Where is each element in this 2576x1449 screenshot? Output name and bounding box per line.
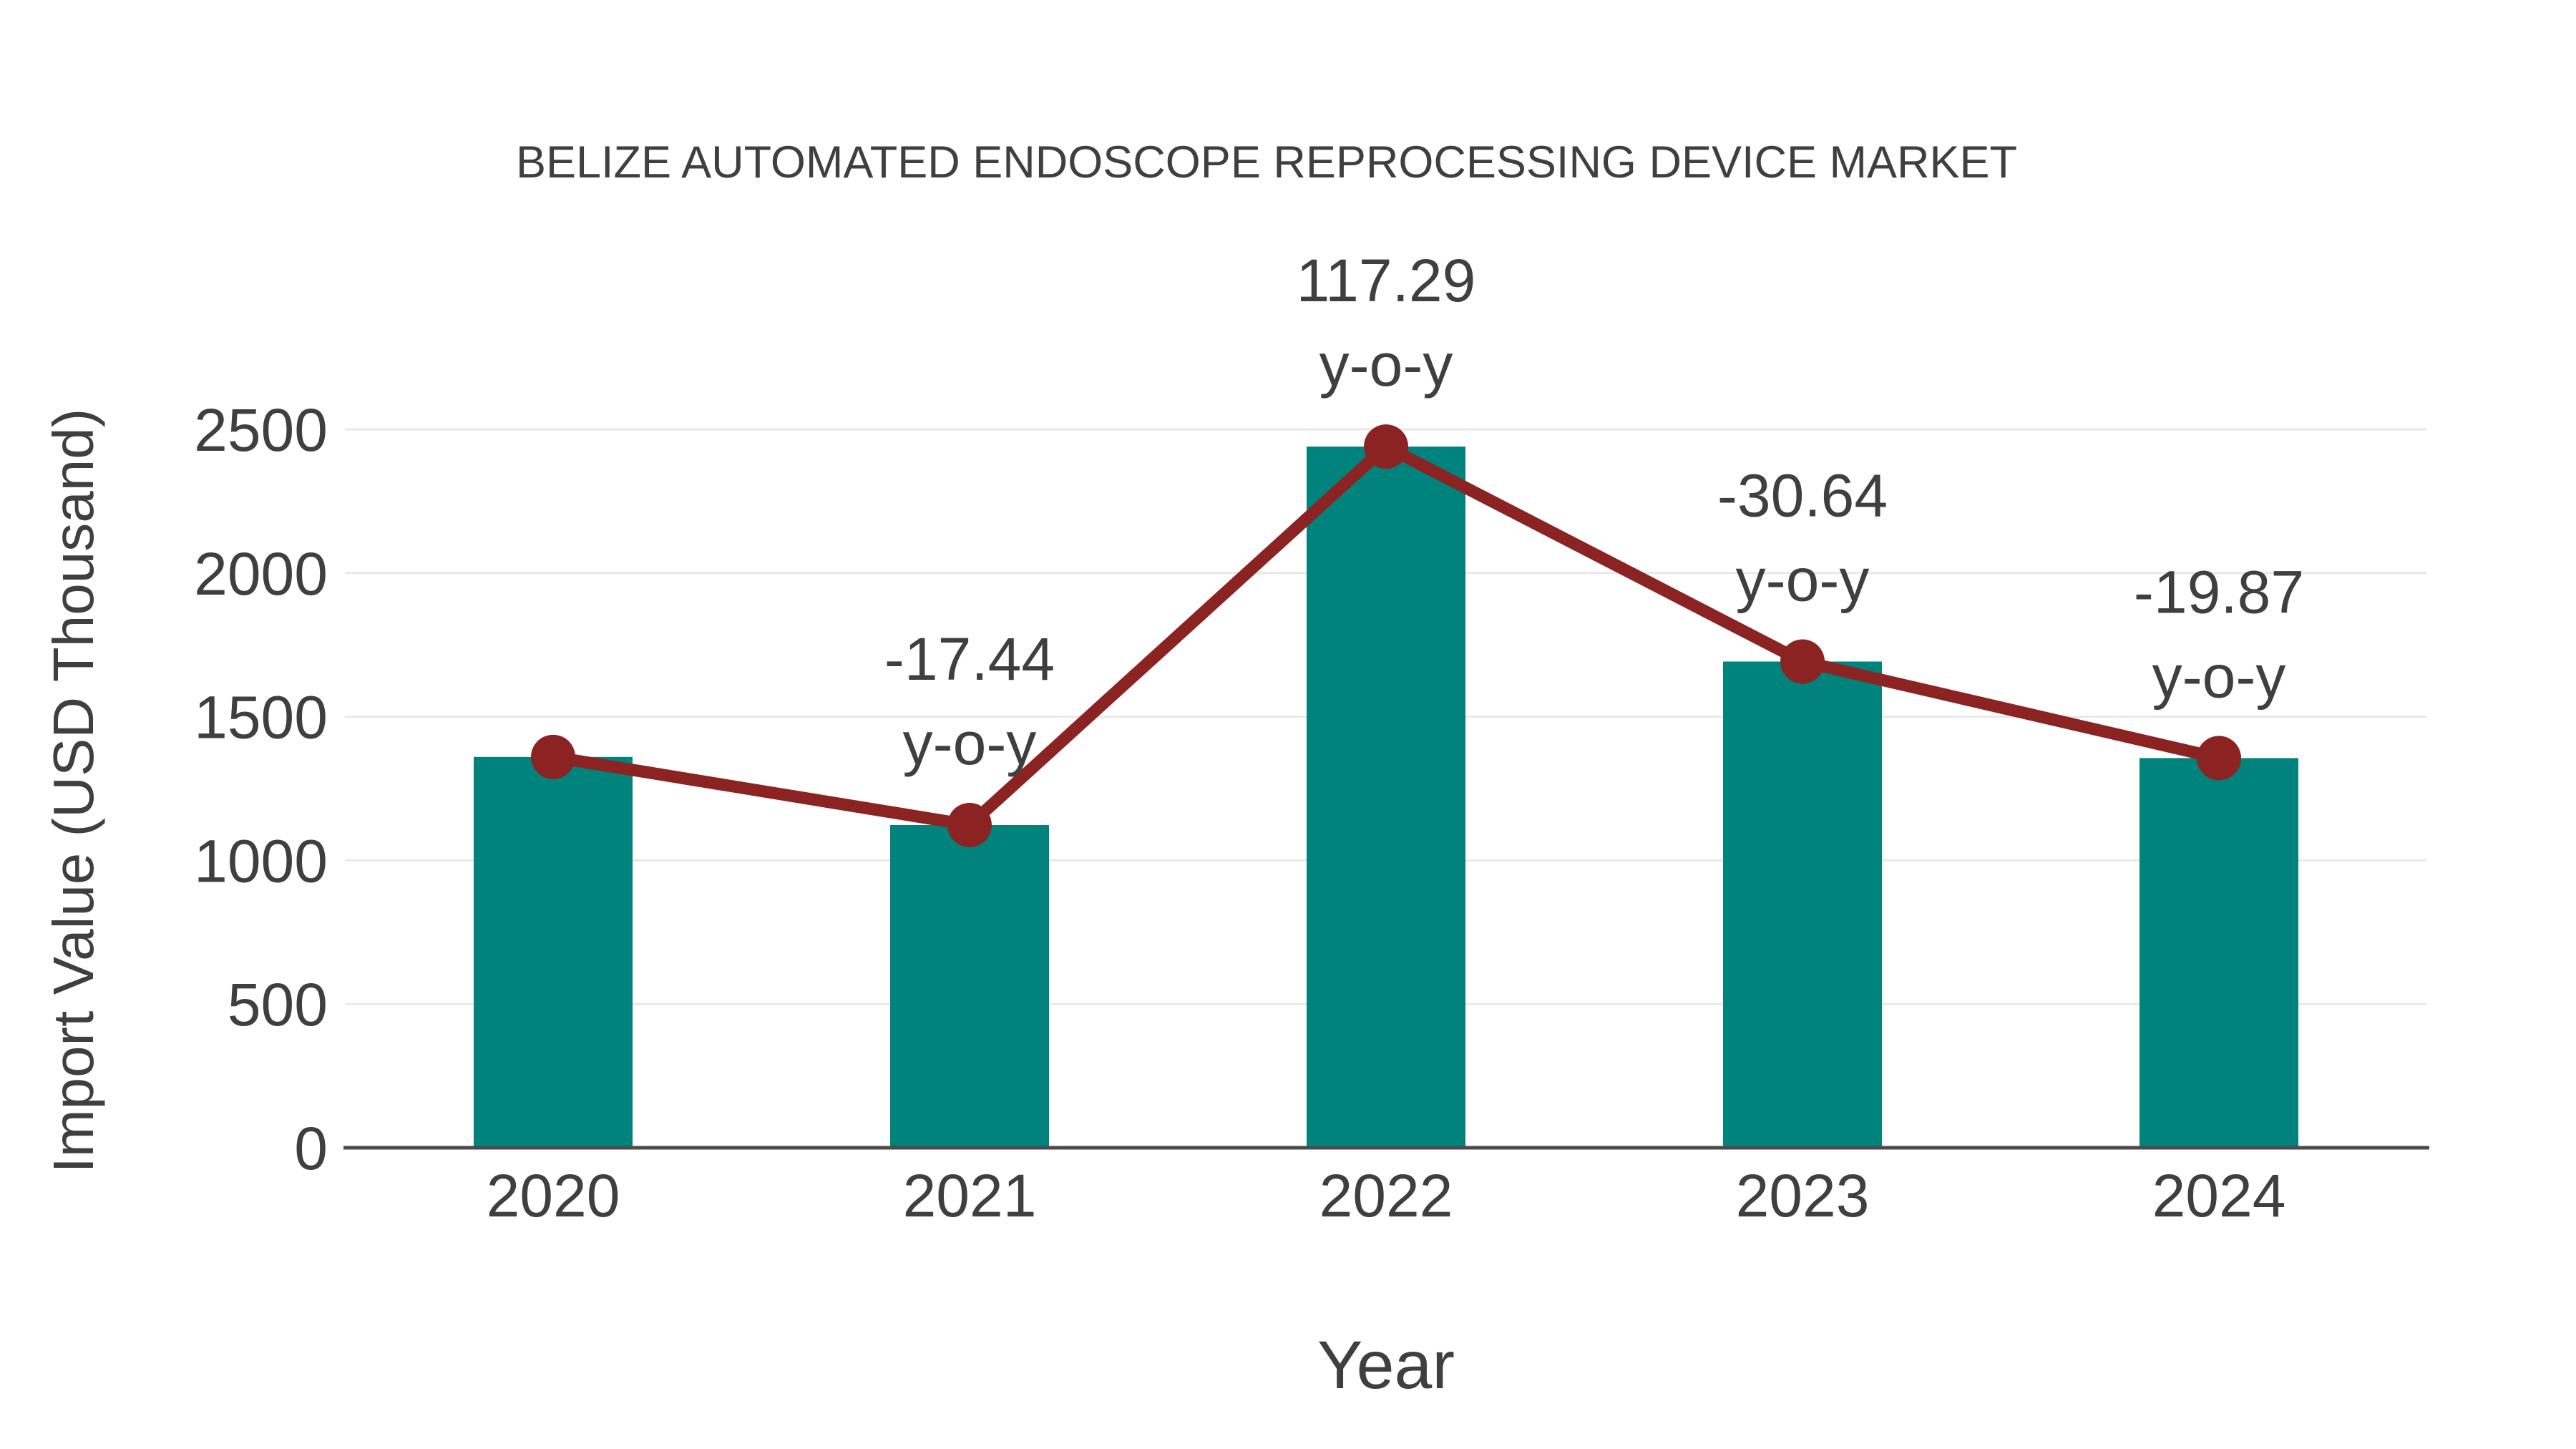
annotation-2021: -17.44 y-o-y [884,625,1055,777]
y-axis-title: Import Value (USD Thousand) [42,409,105,1174]
x-tick-2020: 2020 [487,1162,620,1229]
annotation-value-2023: -30.64 [1717,462,1888,529]
y-tick-2000: 2000 [194,540,328,608]
y-tick-0: 0 [294,1115,328,1182]
marker-2023 [1780,639,1825,684]
x-tick-labels: 2020 2021 2022 2023 2024 [487,1162,2286,1229]
y-tick-500: 500 [228,971,328,1038]
trend-line-series [531,424,2241,848]
annotation-value-2022: 117.29 [1297,247,1476,314]
annotation-suffix-2023: y-o-y [1736,546,1870,613]
annotation-2023: -30.64 y-o-y [1717,462,1888,613]
bar-series [474,447,2298,1148]
bar-2021 [890,825,1049,1148]
x-tick-2024: 2024 [2152,1162,2286,1229]
bar-2020 [474,756,633,1148]
y-tick-2500: 2500 [194,396,328,464]
marker-2020 [531,734,575,779]
marker-2021 [947,803,992,848]
x-tick-2021: 2021 [903,1162,1037,1229]
annotations: -17.44 y-o-y 117.29 y-o-y -30.64 y-o-y -19.87 y… [884,247,2304,777]
annotation-suffix-2022: y-o-y [1319,331,1453,399]
bar-2022 [1307,447,1465,1148]
annotation-2022: 117.29 y-o-y [1297,247,1476,399]
y-tick-1500: 1500 [194,684,328,751]
bar-2024 [2140,758,2298,1148]
marker-2024 [2197,736,2241,781]
marker-2022 [1364,424,1408,469]
annotation-suffix-2024: y-o-y [2152,643,2286,710]
chart-title: BELIZE AUTOMATED ENDOSCOPE REPROCESSING … [516,137,2017,187]
y-tick-labels: 0 500 1000 1500 2000 2500 [194,396,328,1182]
annotation-suffix-2021: y-o-y [903,710,1037,777]
y-tick-1000: 1000 [194,827,328,894]
annotation-value-2024: -19.87 [2134,558,2304,625]
annotation-value-2021: -17.44 [884,625,1055,693]
x-tick-2022: 2022 [1319,1162,1453,1229]
x-axis-title: Year [1317,1327,1455,1403]
annotation-2024: -19.87 y-o-y [2134,558,2304,710]
bar-2023 [1723,661,1882,1148]
x-tick-2023: 2023 [1736,1162,1870,1229]
